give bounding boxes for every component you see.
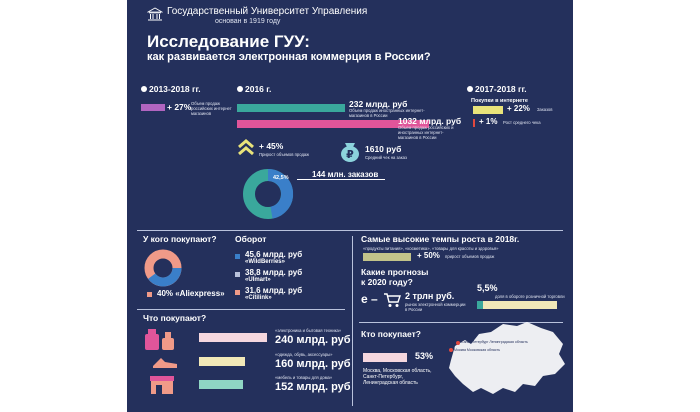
furniture-bar	[199, 380, 243, 389]
turnover-value-1: 45,6 млрд. руб	[245, 250, 303, 259]
foreign-sales-bar	[237, 104, 345, 112]
bullet-icon	[141, 86, 147, 92]
forecast-market-value: 2 трлн руб.	[405, 291, 455, 301]
orders-growth-value: + 22%	[507, 104, 530, 113]
turnover-name-1: «WildBerries»	[245, 259, 285, 265]
check-growth-bar	[473, 119, 475, 127]
turnover-name-2: «Ulmart»	[245, 277, 271, 283]
left-divider	[137, 309, 345, 310]
russia-map	[445, 316, 569, 402]
growth-2018-heading: Самые высокие темпы роста в 2018г.	[361, 234, 520, 244]
spb-pin-icon	[456, 341, 460, 345]
forecast-share-bar-fill	[477, 301, 483, 309]
section-2013-heading: 2013-2018 гг.	[149, 84, 201, 94]
forecast-market-desc: рынок электронной коммерции в России	[405, 302, 466, 312]
svg-text:₽: ₽	[346, 148, 354, 161]
avg-check-value: 1610 руб	[365, 144, 402, 154]
who-share-value: 53%	[415, 351, 434, 361]
cosmetics-icon	[143, 326, 177, 352]
who-share-bar	[363, 353, 407, 362]
furniture-label: «мебель и товары для дома»	[275, 375, 333, 380]
what-heading: Что покупают?	[143, 313, 207, 323]
orders-growth-desc: Заказов	[537, 107, 553, 112]
ecommerce-symbol: е –	[361, 292, 378, 306]
page-subtitle: как развивается электронная коммерция в …	[147, 51, 431, 63]
section-2016-heading: 2016 г.	[245, 84, 272, 94]
infographic-poster: Государственный Университет Управления о…	[127, 0, 573, 412]
university-logo	[146, 7, 164, 21]
aliexpress-share: 40% «Aliexpress»	[157, 289, 225, 298]
turnover-value-3: 31,6 млрд. руб	[245, 286, 303, 295]
electronics-bar	[199, 333, 267, 342]
total-sales-value: 1032 млрд. руб	[398, 116, 462, 126]
growth-2018-desc: прирост объемов продаж	[445, 254, 495, 259]
who-heading: Кто покупает?	[361, 329, 421, 339]
who-share-desc: Москва, Московская область, Санкт-Петерб…	[363, 368, 432, 386]
forecast-share-value: 5,5%	[477, 283, 498, 293]
growth-2018-bar	[363, 253, 411, 261]
clothing-value: 160 млрд. руб	[275, 358, 351, 370]
check-growth-desc: Рост среднего чека	[503, 120, 541, 125]
aliexpress-donut-chart	[143, 248, 183, 288]
turnover-square-3	[235, 290, 240, 295]
right-divider	[359, 322, 563, 323]
forecast-heading-1: Какие прогнозы	[361, 267, 429, 277]
furniture-value: 152 млрд. руб	[275, 381, 351, 393]
growth-2013-bar	[141, 104, 165, 111]
spb-pin-label: Санкт-Петербург Ленинградская область	[461, 340, 528, 344]
orders-count: 144 млн. заказов	[312, 170, 379, 179]
check-growth-value: + 1%	[479, 117, 498, 126]
turnover-square-1	[235, 254, 240, 259]
orders-underline	[297, 179, 385, 180]
orders-donut-chart	[235, 166, 301, 222]
store-icon	[147, 374, 177, 396]
page-title: Исследование ГУУ:	[147, 32, 310, 51]
clothing-bar	[199, 357, 245, 366]
growth-2016-value: + 45%	[259, 141, 284, 151]
ruble-wallet-icon: ₽	[339, 139, 361, 163]
bullet-icon	[467, 86, 473, 92]
orders-growth-bar	[473, 106, 503, 114]
clothing-label: «одежда, обувь, аксессуары»	[275, 352, 333, 357]
vertical-divider	[352, 236, 353, 406]
university-founded: основан в 1919 году	[215, 18, 281, 25]
section-2017-heading: 2017-2018 гг.	[475, 84, 527, 94]
growth-2016-desc: Прирост объемов продаж	[259, 152, 310, 157]
section-2017-subheading: Покупки в интернете	[471, 98, 528, 104]
bullet-icon	[237, 86, 243, 92]
horizontal-divider	[137, 230, 563, 231]
avg-check-desc: Средний чек на заказ	[365, 155, 407, 160]
aliexpress-legend-square	[147, 292, 152, 297]
turnover-heading: Оборот	[235, 234, 267, 244]
turnover-name-3: «Citilink»	[245, 295, 272, 301]
total-sales-desc: Объем продаж российских и иностранных ин…	[398, 125, 454, 140]
whom-heading: У кого покупают?	[143, 234, 217, 244]
building-icon	[146, 7, 164, 21]
shoes-icon	[151, 352, 181, 370]
moscow-pin-icon	[449, 348, 453, 352]
moscow-pin-label: Москва Московская область	[454, 348, 501, 352]
forecast-share-bar-track	[477, 301, 557, 309]
donut-percent-label: 42,5%	[273, 175, 289, 181]
shopping-cart-icon	[383, 292, 401, 308]
chevrons-up-icon	[237, 139, 255, 159]
growth-2018-categories: «продукты питания», «косметика», «товары…	[363, 246, 499, 251]
forecast-heading-2: к 2020 году?	[361, 277, 413, 287]
electronics-value: 240 млрд. руб	[275, 334, 351, 346]
growth-2013-desc: Объем продаж российских интернет магазин…	[191, 101, 232, 116]
foreign-sales-desc: Объем продаж иностранных интернет-магази…	[349, 108, 425, 118]
growth-2018-value: + 50%	[417, 251, 440, 260]
growth-2013-value: + 27%	[167, 102, 192, 112]
total-sales-bar	[237, 120, 429, 128]
turnover-square-2	[235, 272, 240, 277]
university-name: Государственный Университет Управления	[167, 6, 368, 17]
foreign-sales-value: 232 млрд. руб	[349, 99, 408, 109]
turnover-value-2: 38,8 млрд. руб	[245, 268, 303, 277]
electronics-label: «электроника и бытовая техника»	[275, 328, 342, 333]
forecast-share-desc: доля в обороте розничной торговли	[495, 294, 565, 299]
